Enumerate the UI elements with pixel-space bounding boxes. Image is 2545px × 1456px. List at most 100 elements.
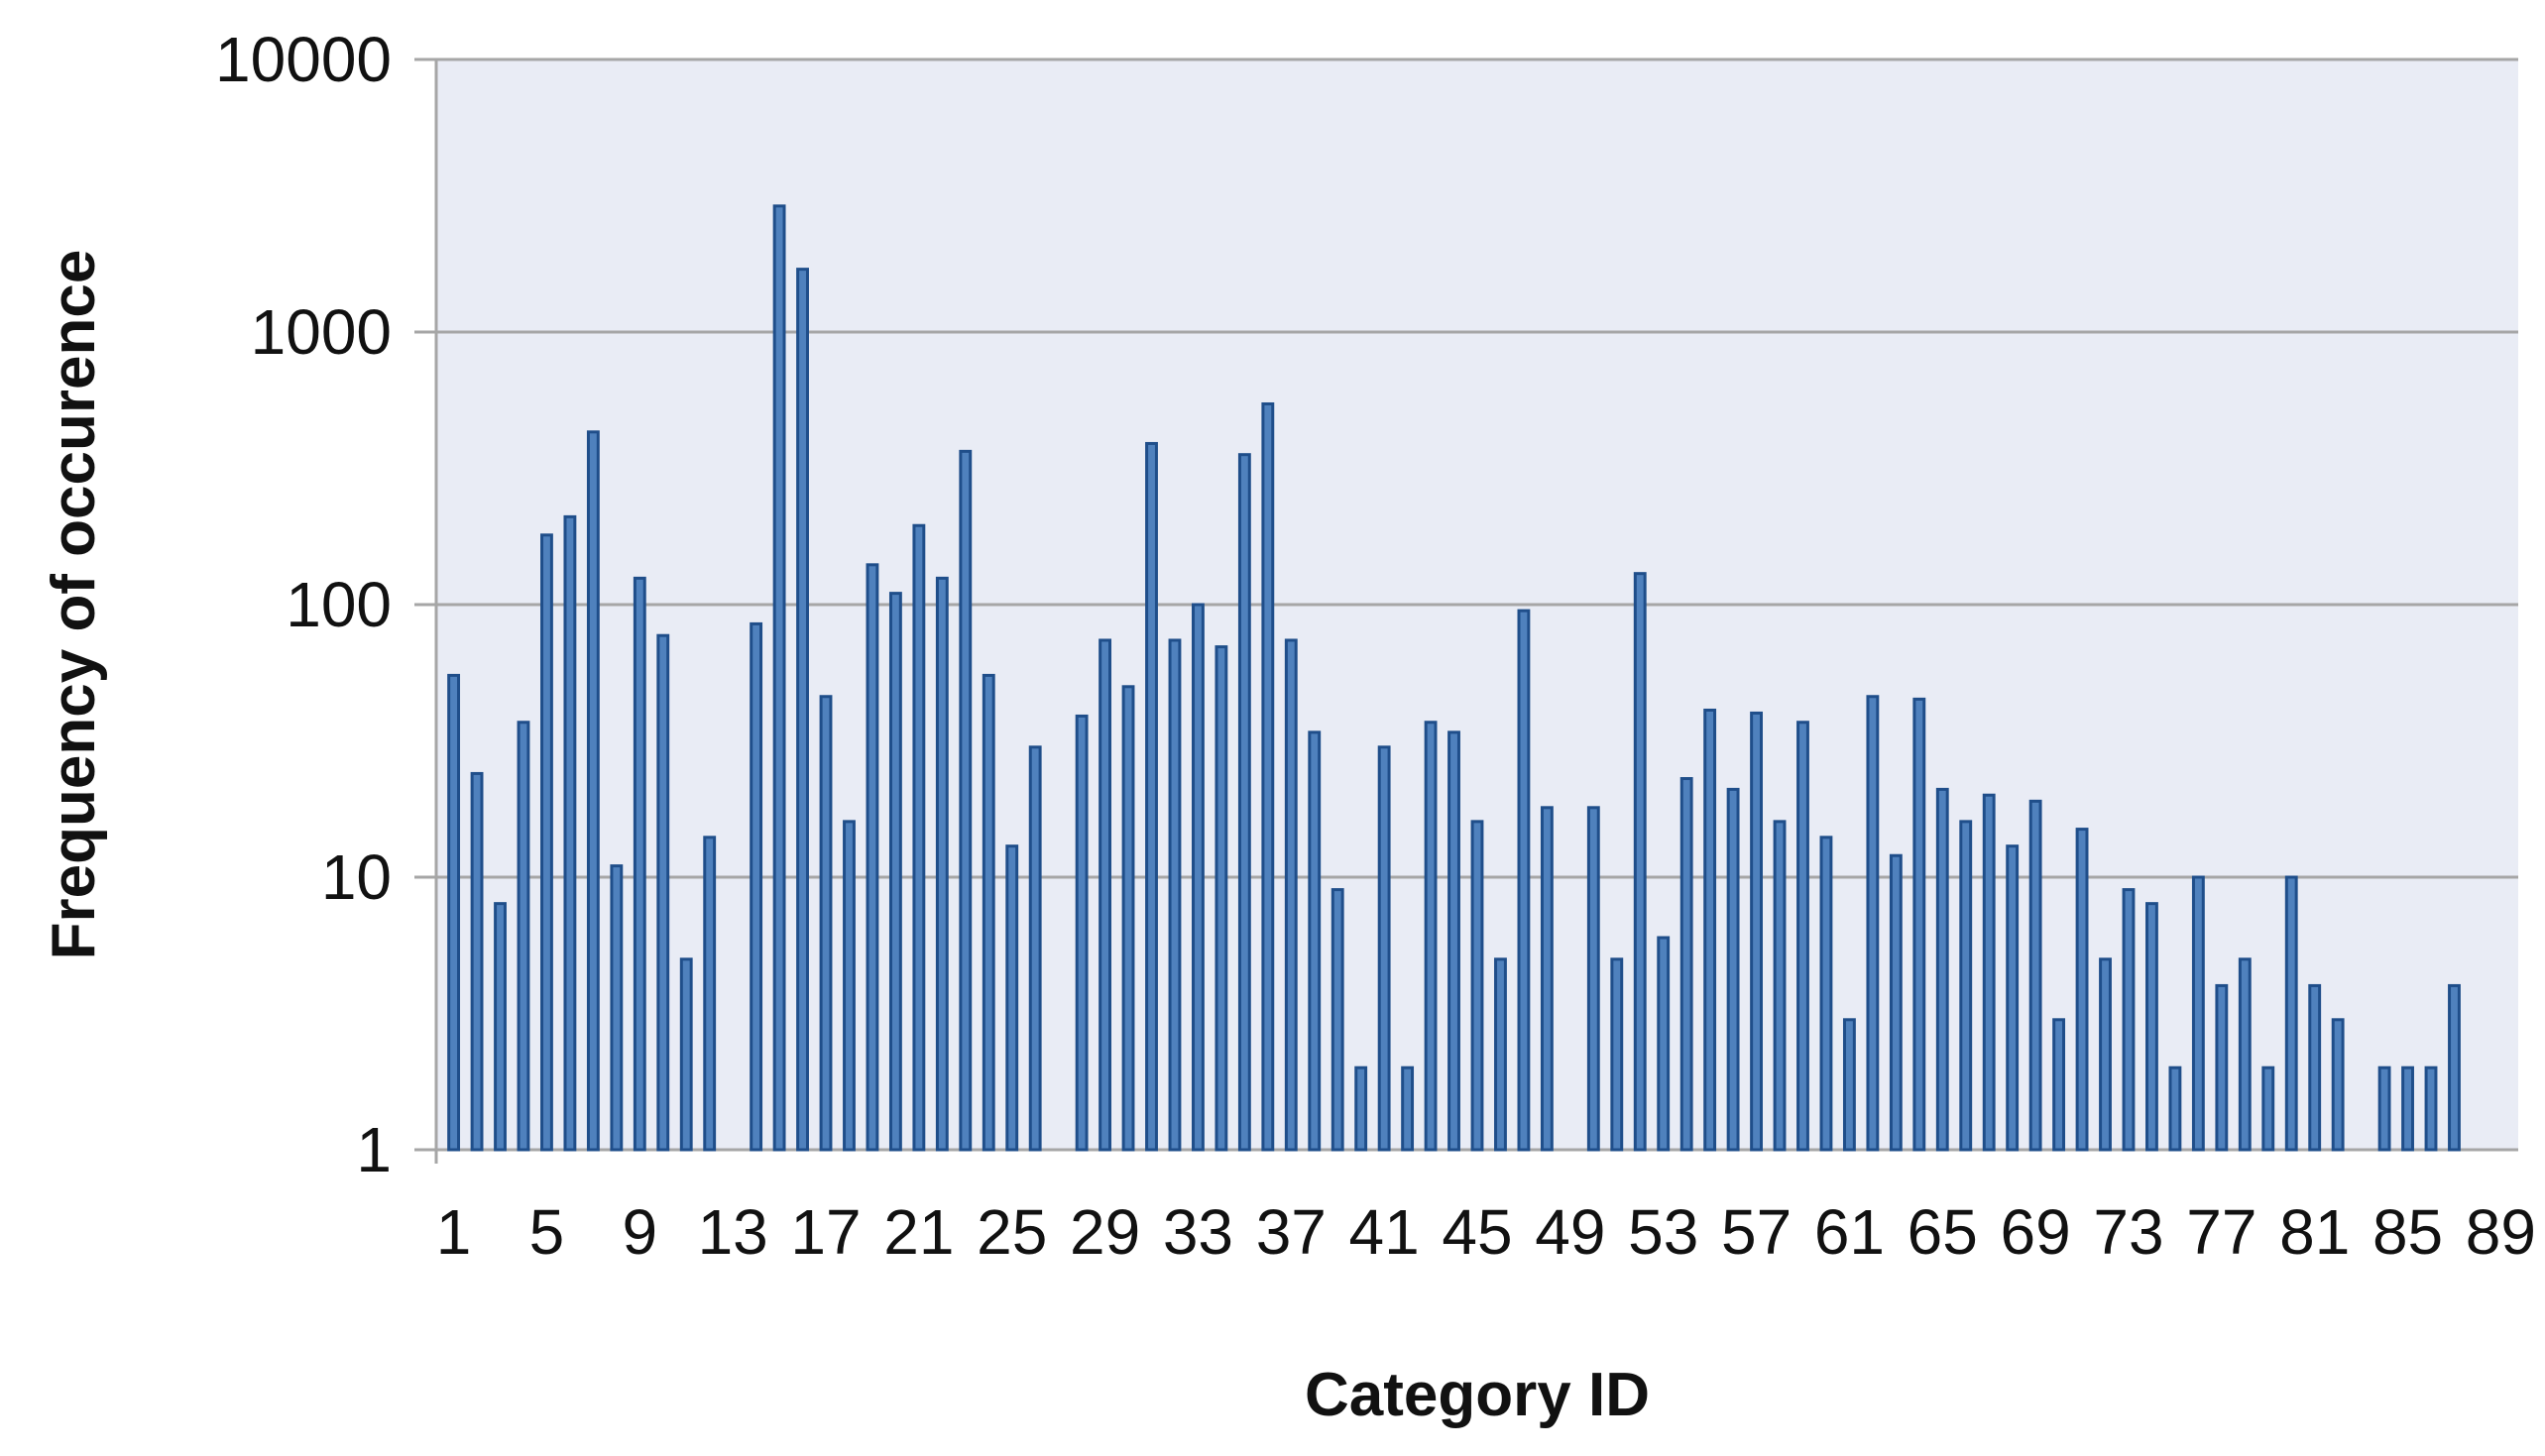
- y-tick-label: 10: [321, 841, 392, 913]
- bar-category-3: [494, 902, 507, 1152]
- y-tick-label: 1: [356, 1114, 392, 1185]
- bar-category-68: [2006, 844, 2020, 1152]
- bar-category-70: [2052, 1018, 2066, 1152]
- x-tick-label: 49: [1535, 1196, 1605, 1268]
- x-tick-label: 77: [2186, 1196, 2256, 1268]
- x-tick-label: 53: [1628, 1196, 1698, 1268]
- bar-category-63: [1889, 853, 1903, 1152]
- bar-category-39: [1330, 888, 1344, 1152]
- bar-category-30: [1121, 685, 1135, 1152]
- bar-category-74: [2145, 902, 2158, 1152]
- bar-category-15: [772, 204, 786, 1152]
- bar-category-20: [888, 592, 902, 1152]
- bar-category-47: [1517, 609, 1531, 1152]
- bar-category-32: [1168, 638, 1182, 1152]
- bar-category-50: [1586, 806, 1600, 1152]
- x-tick-label: 9: [623, 1196, 658, 1268]
- bar-category-55: [1703, 708, 1717, 1152]
- bar-category-52: [1633, 572, 1647, 1152]
- bar-category-84: [2377, 1065, 2391, 1152]
- bar-category-60: [1819, 836, 1833, 1152]
- bar-category-40: [1354, 1065, 1368, 1152]
- bar-category-25: [1005, 844, 1019, 1152]
- x-tick-label: 41: [1349, 1196, 1420, 1268]
- bar-category-5: [540, 533, 553, 1152]
- bar-category-23: [959, 449, 973, 1152]
- bar-category-54: [1679, 777, 1693, 1152]
- x-tick-label: 89: [2466, 1196, 2536, 1268]
- bar-category-77: [2215, 983, 2229, 1152]
- bar-category-82: [2331, 1018, 2345, 1152]
- bar-category-71: [2075, 828, 2089, 1152]
- bar-category-7: [586, 430, 600, 1152]
- x-axis-title: Category ID: [1305, 1361, 1650, 1429]
- bar-category-79: [2261, 1065, 2275, 1152]
- x-tick-label: 25: [977, 1196, 1047, 1268]
- bar-category-26: [1028, 745, 1042, 1152]
- bar-category-16: [796, 268, 809, 1152]
- bar-category-21: [912, 523, 926, 1152]
- bar-category-65: [1935, 787, 1949, 1152]
- x-axis-ticks: 1 5 9 13 17 21 25 29 33 37 41 45 49 53 57 61 65 69 73 77 81 8…: [436, 1196, 2536, 1268]
- bar-category-6: [563, 514, 577, 1152]
- bar-category-22: [935, 576, 949, 1152]
- bar-category-59: [1796, 721, 1809, 1152]
- y-tick-label: 1000: [251, 296, 392, 368]
- bar-category-45: [1470, 820, 1484, 1152]
- bar-category-72: [2099, 957, 2112, 1152]
- x-tick-label: 29: [1070, 1196, 1140, 1268]
- x-tick-label: 65: [1908, 1196, 1978, 1268]
- x-tick-label: 73: [2093, 1196, 2163, 1268]
- bar-category-41: [1377, 745, 1391, 1152]
- bar-category-1: [447, 673, 461, 1152]
- bar-category-48: [1540, 806, 1554, 1152]
- bar-category-9: [633, 576, 646, 1152]
- bar-category-64: [1912, 697, 1926, 1152]
- bar-category-87: [2448, 983, 2461, 1152]
- bar-category-14: [750, 621, 763, 1152]
- bar-category-78: [2238, 957, 2252, 1152]
- bar-category-33: [1192, 603, 1205, 1152]
- bar-category-76: [2191, 875, 2205, 1152]
- y-tick-label: 10000: [215, 24, 392, 95]
- x-tick-label: 13: [698, 1196, 768, 1268]
- x-tick-label: 85: [2372, 1196, 2443, 1268]
- bar-category-44: [1447, 730, 1460, 1152]
- bars: [447, 204, 2461, 1152]
- bar-category-81: [2308, 983, 2322, 1152]
- bar-category-46: [1494, 957, 1507, 1152]
- bar-category-36: [1261, 401, 1275, 1152]
- bar-category-31: [1145, 441, 1158, 1152]
- bar-category-58: [1773, 820, 1787, 1152]
- bar-category-18: [843, 820, 856, 1152]
- x-tick-label: 81: [2279, 1196, 2350, 1268]
- gridlines: [414, 57, 2518, 1164]
- bar-category-42: [1401, 1065, 1415, 1152]
- x-tick-label: 33: [1163, 1196, 1233, 1268]
- x-tick-label: 57: [1721, 1196, 1792, 1268]
- bar-category-12: [703, 836, 717, 1152]
- bar-category-56: [1726, 787, 1740, 1152]
- bar-category-43: [1424, 721, 1438, 1152]
- bar-category-61: [1842, 1018, 1856, 1152]
- x-tick-label: 21: [883, 1196, 954, 1268]
- x-tick-label: 1: [436, 1196, 472, 1268]
- y-axis-ticks: 1 10 100 1000 10000: [215, 24, 392, 1185]
- bar-category-67: [1982, 793, 1996, 1152]
- bar-category-62: [1866, 695, 1880, 1152]
- bar-category-34: [1215, 645, 1228, 1152]
- bar-category-53: [1657, 936, 1671, 1152]
- bar-category-35: [1237, 453, 1251, 1152]
- bar-category-24: [982, 673, 995, 1152]
- bar-category-51: [1610, 957, 1624, 1152]
- bar-category-73: [2122, 888, 2136, 1152]
- bar-category-4: [517, 721, 530, 1152]
- x-tick-label: 17: [790, 1196, 861, 1268]
- y-axis-title: Frequency of occurence: [40, 250, 108, 960]
- x-tick-label: 37: [1256, 1196, 1327, 1268]
- y-tick-label: 100: [286, 569, 392, 640]
- x-tick-label: 45: [1442, 1196, 1512, 1268]
- bar-category-57: [1750, 711, 1763, 1152]
- bar-category-80: [2284, 875, 2298, 1152]
- bar-category-86: [2424, 1065, 2438, 1152]
